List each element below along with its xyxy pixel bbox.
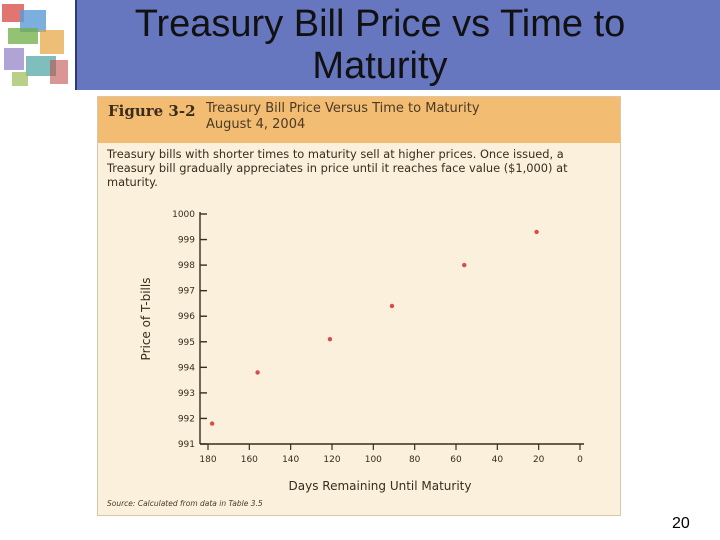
y-tick-label: 991 [178, 440, 195, 450]
x-tick-label: 40 [492, 455, 504, 465]
x-tick-label: 80 [409, 455, 421, 465]
publisher-logo [0, 0, 75, 90]
x-tick-label: 140 [282, 455, 299, 465]
x-tick-label: 100 [365, 455, 382, 465]
x-tick-label: 160 [241, 455, 258, 465]
data-point [255, 370, 260, 375]
y-tick-label: 997 [178, 287, 195, 297]
y-tick-label: 993 [178, 389, 195, 399]
x-tick-label: 60 [450, 455, 462, 465]
publisher-logo-graphic [2, 4, 68, 86]
y-axis-label: Price of T-bills [139, 278, 153, 361]
figure-panel: Figure 3-2 Treasury Bill Price Versus Ti… [97, 96, 621, 516]
figure-description: Treasury bills with shorter times to mat… [107, 147, 568, 189]
figure-number: Figure 3-2 [108, 102, 196, 120]
y-tick-label: 995 [178, 338, 195, 348]
y-tick-label: 999 [178, 236, 195, 246]
x-tick-label: 0 [577, 455, 583, 465]
x-tick-label: 180 [199, 455, 216, 465]
data-point [389, 303, 395, 309]
page-number: 20 [672, 515, 690, 532]
x-axis-ticks: 180 160 140 120 100 80 60 40 20 0 [199, 444, 583, 465]
x-axis-label: Days Remaining Until Maturity [289, 479, 472, 493]
figure-caption-date: August 4, 2004 [206, 117, 306, 132]
data-point [462, 262, 467, 268]
y-tick-label: 992 [178, 414, 195, 424]
data-point [327, 337, 333, 342]
figure-source-note: Source: Calculated from data in Table 3.… [107, 499, 263, 508]
figure-caption-title: Treasury Bill Price Versus Time to Matur… [206, 101, 480, 116]
x-tick-label: 120 [323, 455, 340, 465]
y-tick-label: 1000 [172, 210, 195, 220]
chart-axes [199, 212, 584, 445]
data-points [209, 229, 539, 426]
figure-header: Figure 3-2 Treasury Bill Price Versus Ti… [98, 97, 620, 143]
y-axis-ticks: 991 992 993 994 995 996 997 998 999 1000 [172, 210, 207, 450]
y-tick-label: 998 [178, 261, 195, 271]
y-tick-label: 996 [178, 312, 195, 322]
data-point [209, 421, 215, 426]
x-tick-label: 20 [533, 455, 545, 465]
title-bar [75, 0, 720, 90]
data-point [534, 229, 539, 235]
figure-caption: Treasury Bill Price Versus Time to Matur… [206, 101, 606, 133]
y-tick-label: 994 [178, 363, 195, 373]
